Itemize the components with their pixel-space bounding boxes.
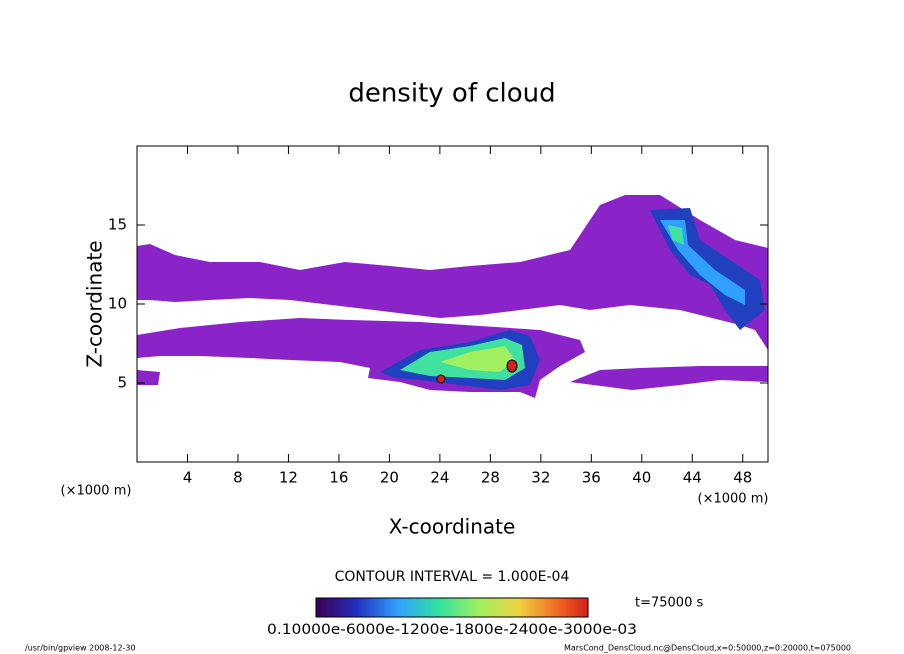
x-tick-label: 32 [531,469,550,487]
x-tick-label: 48 [733,469,752,487]
x-tick-label: 8 [233,469,243,487]
y-axis-label: Z-coordinate [83,240,107,367]
x-tick-label: 4 [183,469,193,487]
chart-title: density of cloud [348,79,555,109]
x-unit: (×1000 m) [698,492,769,507]
x-tick-label: 40 [632,469,651,487]
y-tick-label: 15 [108,216,127,234]
footer-right: MarsCond_DensCloud.nc@DensCloud,x=0:5000… [564,644,851,653]
x-tick-label: 44 [683,469,702,487]
cloud-field [137,195,768,398]
colorbar [315,597,589,618]
time-label: t=75000 s [635,596,703,611]
footer-left: /usr/bin/gpview 2008-12-30 [25,644,136,653]
x-tick-label: 16 [329,469,348,487]
y-unit: (×1000 m) [61,484,132,499]
contour-interval: CONTOUR INTERVAL = 1.000E-04 [335,569,570,585]
x-tick-label: 12 [279,469,298,487]
x-tick-label: 20 [380,469,399,487]
x-tick-label: 28 [481,469,500,487]
y-tick-label: 10 [108,295,127,313]
y-tick-label: 5 [117,374,127,392]
x-axis-label: X-coordinate [389,515,516,539]
x-tick-label: 36 [582,469,601,487]
x-tick-label: 24 [430,469,449,487]
colorbar-label: 0.10000e-6000e-1200e-1800e-2400e-3000e-0… [267,622,637,638]
